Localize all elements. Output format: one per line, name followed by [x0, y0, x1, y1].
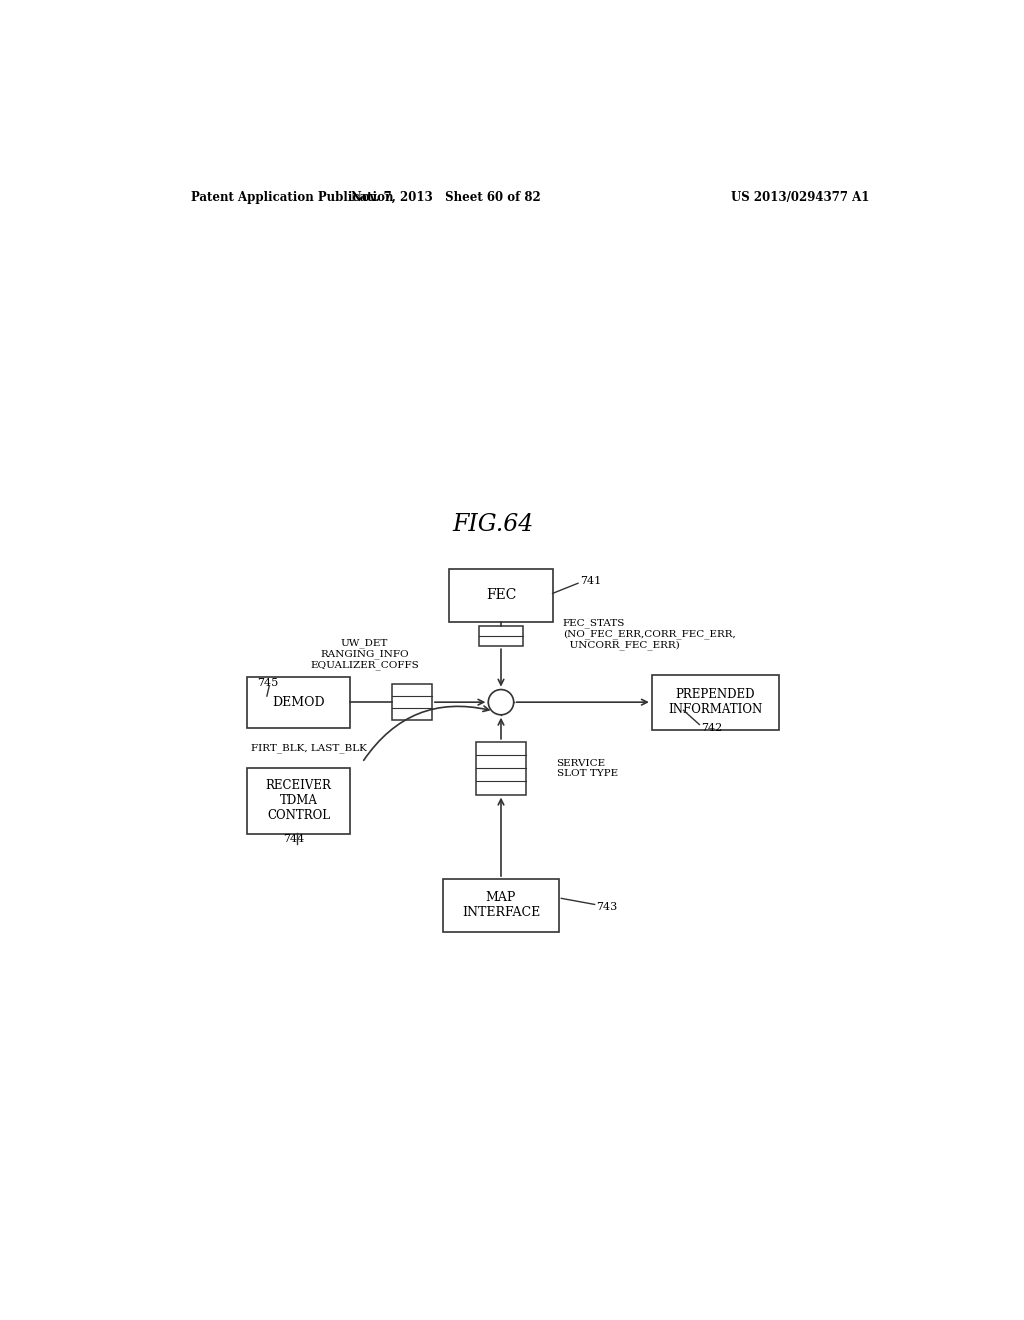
Bar	[479, 626, 523, 647]
Text: UW_DET
RANGING_INFO
EQUALIZER_COFFS: UW_DET RANGING_INFO EQUALIZER_COFFS	[310, 639, 419, 671]
Bar	[476, 742, 525, 795]
Text: FEC_STATS
(NO_FEC_ERR,CORR_FEC_ERR,
  UNCORR_FEC_ERR): FEC_STATS (NO_FEC_ERR,CORR_FEC_ERR, UNCO…	[563, 618, 735, 651]
Bar	[652, 675, 779, 730]
Text: US 2013/0294377 A1: US 2013/0294377 A1	[731, 190, 869, 203]
Ellipse shape	[488, 689, 514, 715]
Text: FIG.64: FIG.64	[453, 512, 534, 536]
Text: Patent Application Publication: Patent Application Publication	[191, 190, 394, 203]
Bar	[392, 684, 432, 721]
Bar	[443, 879, 558, 932]
Text: 741: 741	[581, 577, 602, 586]
Bar	[450, 569, 553, 622]
Text: Nov. 7, 2013   Sheet 60 of 82: Nov. 7, 2013 Sheet 60 of 82	[350, 190, 541, 203]
Text: MAP
INTERFACE: MAP INTERFACE	[462, 891, 540, 920]
Text: DEMOD: DEMOD	[272, 696, 325, 709]
Text: PREPENDED
INFORMATION: PREPENDED INFORMATION	[668, 688, 763, 717]
Bar	[247, 677, 350, 727]
Text: 744: 744	[283, 834, 304, 845]
Text: 742: 742	[701, 722, 722, 733]
Text: 745: 745	[257, 678, 279, 688]
Bar	[247, 768, 350, 834]
Text: 743: 743	[596, 903, 617, 912]
Text: FEC: FEC	[485, 589, 516, 602]
Text: SERVICE
SLOT TYPE: SERVICE SLOT TYPE	[557, 759, 617, 777]
Text: FIRT_BLK, LAST_BLK: FIRT_BLK, LAST_BLK	[251, 743, 367, 752]
Text: RECEIVER
TDMA
CONTROL: RECEIVER TDMA CONTROL	[265, 779, 332, 822]
